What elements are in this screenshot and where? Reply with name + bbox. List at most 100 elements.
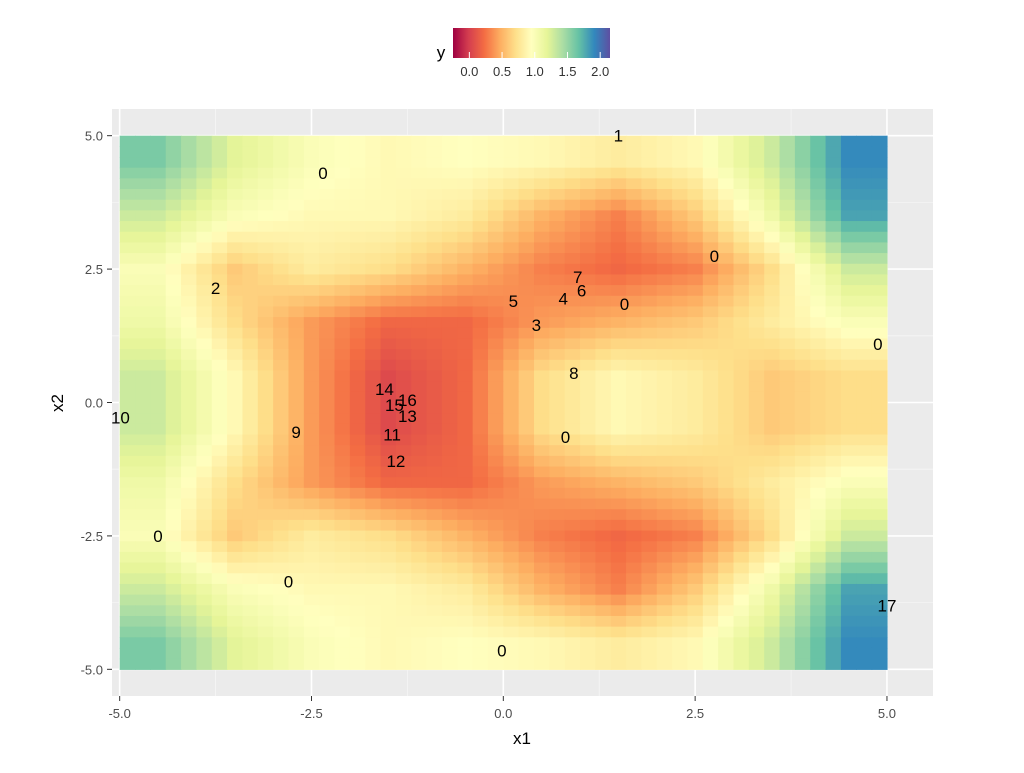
- heatmap-cell: [825, 146, 842, 158]
- heatmap-cell: [534, 573, 550, 585]
- heatmap-cell: [641, 402, 658, 414]
- heatmap-cell: [580, 189, 596, 201]
- heatmap-cell: [503, 519, 520, 532]
- heatmap-cell: [303, 519, 320, 532]
- heatmap-cell: [119, 242, 136, 254]
- heatmap-cell: [457, 615, 474, 628]
- heatmap-cell: [764, 274, 781, 286]
- heatmap-cell: [672, 626, 689, 638]
- heatmap-cell: [825, 338, 842, 350]
- heatmap-cell: [641, 530, 658, 542]
- heatmap-cell: [227, 477, 244, 489]
- heatmap-cell: [687, 455, 704, 468]
- heatmap-cell: [779, 658, 796, 670]
- heatmap-cell: [549, 263, 566, 276]
- point-label: 4: [558, 289, 567, 308]
- heatmap-cell: [503, 626, 520, 638]
- heatmap-cell: [150, 295, 167, 308]
- heatmap-cell: [871, 391, 888, 404]
- heatmap-cell: [503, 402, 520, 414]
- heatmap-cell: [503, 327, 520, 340]
- heatmap-cell: [564, 487, 581, 500]
- heatmap-cell: [227, 445, 244, 457]
- heatmap-cell: [196, 242, 213, 254]
- heatmap-cell: [303, 413, 320, 425]
- heatmap-cell: [503, 391, 520, 404]
- heatmap-cell: [748, 562, 765, 574]
- heatmap-cell: [856, 295, 873, 308]
- heatmap-cell: [641, 263, 658, 276]
- heatmap-cell: [150, 135, 167, 147]
- heatmap-cell: [503, 487, 520, 500]
- heatmap-cell: [779, 349, 796, 361]
- heatmap-cell: [119, 370, 136, 382]
- heatmap-cell: [656, 146, 673, 158]
- heatmap-cell: [441, 391, 458, 404]
- heatmap-cell: [733, 253, 750, 265]
- heatmap-cell: [733, 157, 750, 169]
- heatmap-cell: [242, 317, 259, 329]
- heatmap-cell: [441, 253, 458, 265]
- heatmap-cell: [349, 146, 366, 158]
- heatmap-cell: [288, 317, 305, 329]
- heatmap-cell: [503, 573, 520, 585]
- heatmap-cell: [564, 349, 581, 361]
- heatmap-cell: [319, 487, 336, 500]
- heatmap-cell: [288, 434, 305, 446]
- heatmap-cell: [242, 306, 259, 318]
- heatmap-cell: [273, 157, 290, 169]
- heatmap-cell: [687, 445, 704, 457]
- heatmap-cell: [580, 391, 596, 404]
- heatmap-cell: [365, 253, 382, 265]
- heatmap-cell: [196, 434, 213, 446]
- heatmap-cell: [411, 551, 428, 564]
- heatmap-cell: [718, 167, 735, 179]
- heatmap-cell: [472, 637, 489, 649]
- heatmap-cell: [672, 519, 689, 532]
- heatmap-cell: [334, 434, 351, 446]
- heatmap-cell: [334, 509, 351, 521]
- heatmap-cell: [211, 541, 228, 553]
- heatmap-cell: [150, 487, 167, 500]
- heatmap-cell: [595, 285, 612, 297]
- heatmap-cell: [718, 178, 735, 190]
- heatmap-cell: [487, 199, 504, 211]
- heatmap-cell: [472, 359, 489, 372]
- heatmap-cell: [672, 391, 689, 404]
- heatmap-cell: [687, 573, 704, 585]
- heatmap-cell: [564, 423, 581, 436]
- heatmap-cell: [441, 146, 458, 158]
- heatmap-cell: [288, 530, 305, 542]
- heatmap-cell: [871, 615, 888, 628]
- heatmap-cell: [779, 477, 796, 489]
- heatmap-cell: [518, 573, 535, 585]
- heatmap-cell: [810, 423, 827, 436]
- heatmap-cell: [672, 434, 689, 446]
- heatmap-cell: [165, 370, 182, 382]
- heatmap-cell: [626, 530, 643, 542]
- heatmap-cell: [825, 445, 842, 457]
- heatmap-cell: [319, 167, 336, 179]
- heatmap-cell: [856, 306, 873, 318]
- heatmap-cell: [426, 349, 443, 361]
- heatmap-cell: [395, 391, 412, 404]
- heatmap-cell: [656, 413, 673, 425]
- heatmap-cell: [518, 359, 535, 372]
- heatmap-cell: [656, 274, 673, 286]
- heatmap-cell: [794, 242, 811, 254]
- heatmap-cell: [334, 167, 351, 179]
- heatmap-cell: [349, 519, 366, 532]
- heatmap-cell: [211, 551, 228, 564]
- heatmap-cell: [534, 658, 550, 670]
- heatmap-cell: [687, 658, 704, 670]
- heatmap-cell: [549, 210, 566, 222]
- heatmap-cell: [580, 583, 596, 596]
- heatmap-cell: [610, 594, 627, 606]
- heatmap-cell: [181, 562, 198, 574]
- heatmap-cell: [534, 519, 550, 532]
- heatmap-cell: [764, 658, 781, 670]
- heatmap-cell: [165, 509, 182, 521]
- heatmap-cell: [135, 541, 151, 553]
- heatmap-cell: [856, 423, 873, 436]
- heatmap-cell: [288, 487, 305, 500]
